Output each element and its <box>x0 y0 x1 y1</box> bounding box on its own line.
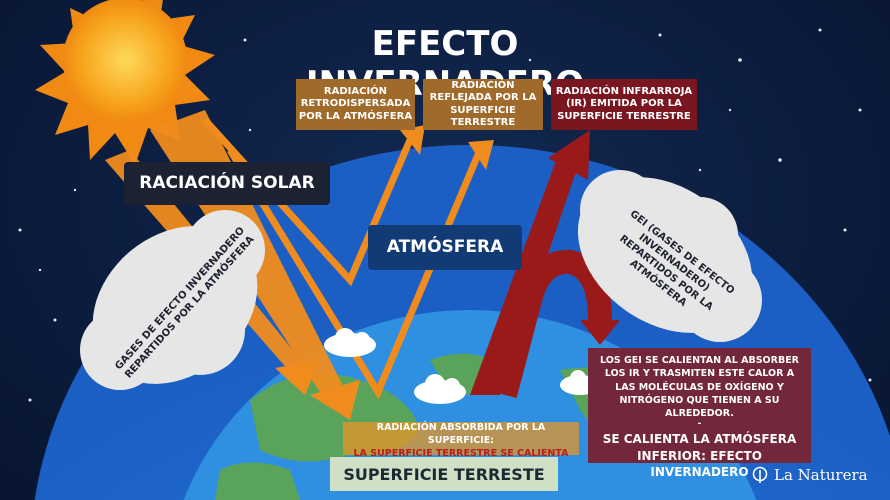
surface-label: SUPERFICIE TERRESTE <box>330 457 558 491</box>
solar-radiation-label: RACIACIÓN SOLAR <box>124 162 330 205</box>
absorbed-radiation-box: RADIACIÓN ABSORBIDA POR LA SUPERFICIE: L… <box>343 422 579 459</box>
infrared-radiation-label: RADIACIÓN INFRARROJA (IR) EMITIDA POR LA… <box>551 79 697 130</box>
gei-info-conclusion: SE CALIENTA LA ATMÓSFERA INFERIOR: EFECT… <box>602 432 797 479</box>
leaf-icon <box>752 466 768 483</box>
cloud-left <box>80 210 265 390</box>
brand-name: La Naturera <box>774 466 868 484</box>
small-clouds <box>324 328 600 404</box>
absorbed-line-1: RADIACIÓN ABSORBIDA POR LA SUPERFICIE: <box>376 422 546 446</box>
atmosphere-label: ATMÓSFERA <box>368 225 522 270</box>
reflected-radiation-label: RADIACIÓN REFLEJADA POR LA SUPERFICIE TE… <box>423 79 543 130</box>
gei-info-box: LOS GEI SE CALIENTAN AL ABSORBER LOS IR … <box>588 348 811 479</box>
brand-logo: La Naturera <box>752 466 868 484</box>
backscattered-radiation-label: RADIACIÓN RETRODISPERSADA POR LA ATMÓSFE… <box>296 79 415 130</box>
gei-info-text: LOS GEI SE CALIENTAN AL ABSORBER LOS IR … <box>600 355 799 420</box>
infrared-arrows <box>470 130 620 399</box>
absorbed-line-2: LA SUPERFICIE TERRESTRE SE CALIENTA <box>353 447 569 459</box>
gei-info-separator: - <box>697 419 702 430</box>
cloud-right <box>577 170 762 342</box>
